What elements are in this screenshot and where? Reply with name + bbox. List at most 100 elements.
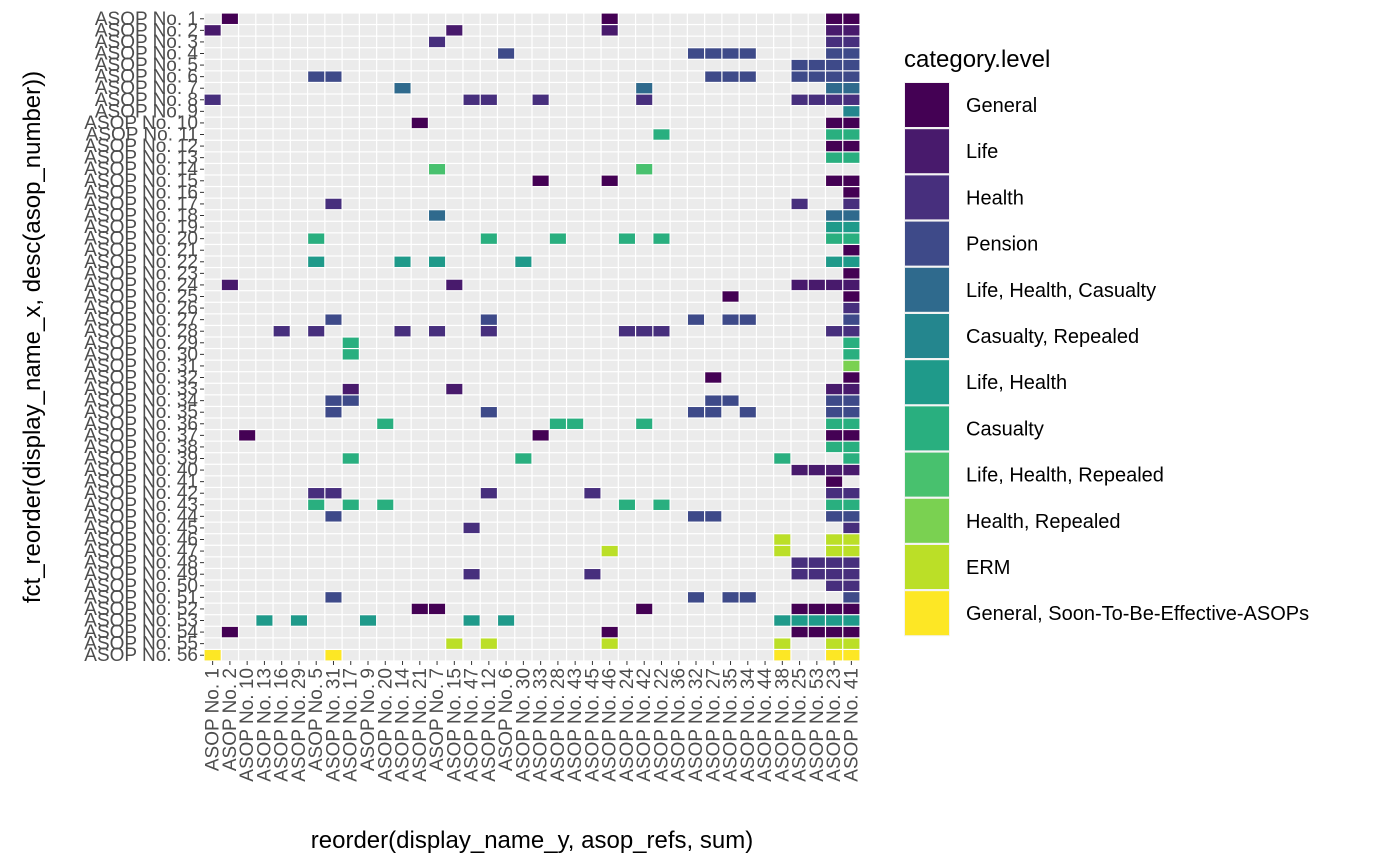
grid-tile <box>480 337 497 348</box>
grid-tile <box>808 545 825 557</box>
grid-tile <box>636 580 653 591</box>
grid-tile <box>446 441 463 453</box>
grid-tile <box>757 94 774 105</box>
grid-tile <box>670 395 687 406</box>
grid-tile <box>411 291 428 302</box>
grid-tile <box>239 337 256 348</box>
grid-tile <box>308 94 325 105</box>
grid-tile <box>359 233 377 244</box>
grid-tile <box>411 48 428 59</box>
grid-tile <box>342 13 359 24</box>
grid-tile <box>532 615 549 626</box>
grid-tile <box>687 430 705 441</box>
grid-tile <box>636 511 653 522</box>
grid-tile <box>342 256 359 267</box>
grid-tile <box>670 13 687 24</box>
legend-item: Casualty <box>904 405 1044 452</box>
grid-tile <box>601 140 618 152</box>
grid-tile <box>290 650 307 661</box>
grid-tile <box>636 476 653 487</box>
grid-tile <box>791 383 808 395</box>
grid-tile <box>429 337 446 348</box>
grid-tile <box>429 233 446 244</box>
grid-tile <box>791 152 808 163</box>
grid-tile <box>377 441 394 453</box>
grid-tile <box>411 383 428 395</box>
grid-tile <box>670 383 687 395</box>
grid-tile <box>239 245 256 256</box>
grid-tile <box>308 511 325 522</box>
heatmap-cell <box>705 511 722 522</box>
grid-tile <box>791 499 808 510</box>
grid-tile <box>273 395 290 406</box>
legend-label: Casualty <box>966 418 1044 440</box>
grid-tile <box>687 557 705 568</box>
grid-tile <box>774 499 791 510</box>
grid-tile <box>757 626 774 638</box>
grid-tile <box>446 372 463 383</box>
grid-tile <box>584 464 601 476</box>
grid-tile <box>791 221 808 233</box>
grid-tile <box>618 13 635 24</box>
grid-tile <box>584 395 601 406</box>
grid-tile <box>411 268 428 279</box>
grid-tile <box>377 464 394 476</box>
grid-tile <box>722 569 739 580</box>
grid-tile <box>239 326 256 337</box>
grid-tile <box>808 210 825 221</box>
grid-tile <box>411 638 428 649</box>
heatmap-cell <box>843 395 860 406</box>
grid-tile <box>532 453 549 464</box>
grid-tile <box>757 407 774 418</box>
grid-tile <box>377 291 394 302</box>
grid-tile <box>618 175 635 186</box>
grid-tile <box>670 279 687 291</box>
grid-tile <box>221 511 238 522</box>
grid-tile <box>687 36 705 48</box>
grid-tile <box>618 349 635 360</box>
grid-tile <box>204 187 221 198</box>
grid-tile <box>256 580 273 591</box>
grid-tile <box>239 638 256 649</box>
legend-item: Pension <box>904 220 1038 267</box>
grid-tile <box>826 372 843 383</box>
grid-tile <box>308 221 325 233</box>
grid-tile <box>653 94 670 105</box>
grid-tile <box>204 603 221 615</box>
grid-tile <box>618 453 635 464</box>
heatmap-cell <box>342 349 359 360</box>
grid-tile <box>791 164 808 175</box>
grid-tile <box>463 83 480 94</box>
heatmap-cell <box>843 372 860 383</box>
grid-tile <box>256 71 273 82</box>
grid-tile <box>532 638 549 649</box>
grid-tile <box>515 326 532 337</box>
grid-tile <box>290 464 307 476</box>
grid-tile <box>584 580 601 591</box>
grid-tile <box>394 314 411 325</box>
grid-tile <box>204 349 221 360</box>
grid-tile <box>532 140 549 152</box>
grid-tile <box>480 557 497 568</box>
grid-tile <box>636 302 653 314</box>
grid-tile <box>308 36 325 48</box>
heatmap-cell <box>826 140 843 152</box>
grid-tile <box>687 626 705 638</box>
grid-tile <box>532 279 549 291</box>
grid-tile <box>239 279 256 291</box>
grid-tile <box>204 291 221 302</box>
grid-tile <box>532 221 549 233</box>
grid-tile <box>567 522 584 534</box>
grid-tile <box>515 164 532 175</box>
grid-tile <box>515 407 532 418</box>
grid-tile <box>774 268 791 279</box>
grid-tile <box>705 245 722 256</box>
grid-tile <box>567 302 584 314</box>
grid-tile <box>601 418 618 429</box>
legend-item: Health <box>904 174 1024 221</box>
grid-tile <box>480 569 497 580</box>
grid-tile <box>498 71 515 82</box>
grid-tile <box>377 603 394 615</box>
grid-tile <box>670 326 687 337</box>
grid-tile <box>549 175 566 186</box>
